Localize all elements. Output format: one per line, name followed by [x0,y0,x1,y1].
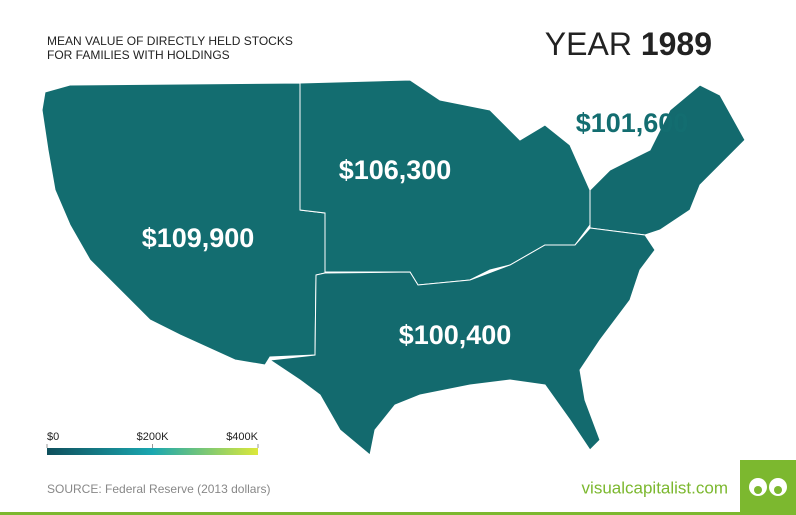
region-value-label: $101,600 [576,108,689,138]
region-value-label: $106,300 [339,155,452,185]
title-line: MEAN VALUE OF DIRECTLY HELD STOCKS [47,34,293,48]
year-label: YEAR [545,26,632,62]
year-heading: YEAR 1989 [545,26,712,62]
year: 1989 [641,26,712,62]
logo [740,460,796,515]
regions [41,79,746,456]
footer-line [0,512,740,515]
region [268,227,656,456]
source-label: SOURCE: [47,482,102,496]
region-labels: $109,900 $106,300 $101,600 $100,400 [142,108,689,350]
brand: visualcapitalist.com [582,478,728,497]
region-value-label: $100,400 [399,320,512,350]
legend-tick-label: $0 [47,431,59,443]
source-text: Federal Reserve (2013 dollars) [105,482,270,496]
title-line: FOR FAMILIES WITH HOLDINGS [47,48,230,62]
legend: $0 $200K $400K [46,431,259,448]
source: SOURCE: Federal Reserve (2013 dollars) [47,482,270,496]
legend-tick-label: $400K [226,431,258,443]
region-value-label: $109,900 [142,223,255,253]
legend-bar [47,448,258,455]
legend-tick-label: $200K [137,431,169,443]
